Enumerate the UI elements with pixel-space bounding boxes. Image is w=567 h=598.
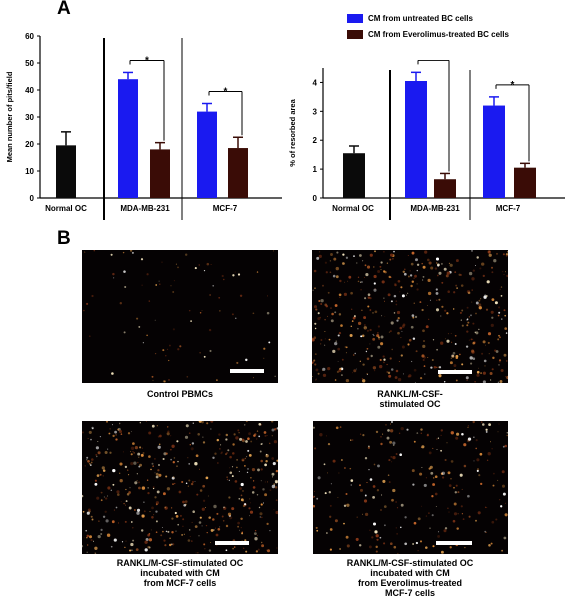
legend-label-everolimus: CM from Everolimus-treated BC cells [368,30,509,39]
y-tick-label: 1 [313,165,318,174]
caption-rankl-stimulated-oc: RANKL/M-CSF- stimulated OC [377,389,443,409]
micrograph-cm-everolimus-mcf7-image [313,421,508,554]
micrograph-rankl-stimulated-oc [312,250,508,383]
significance-marker: * [511,80,515,91]
bar [228,148,248,198]
y-tick-label: 0 [313,194,318,203]
micrograph-speckles [312,250,508,383]
scale-bar [215,541,249,545]
y-axis-title: Mean number of pits/field [5,71,14,162]
micrograph-cm-mcf7 [82,421,278,554]
x-group-label: Normal OC [45,204,87,213]
x-group-label: Normal OC [332,204,374,213]
legend-item-everolimus: CM from Everolimus-treated BC cells [347,30,509,39]
resorbed-area-chart: 0 1 2 3 4 % of resorbed area Normal OC * MDA-MB-… [288,60,565,220]
y-tick-label: 4 [313,78,318,87]
micrograph-speckles [83,250,276,383]
micrograph-control-pbmcs-image [83,250,276,383]
y-axis-title: % of resorbed area [288,98,297,166]
scale-bar [230,369,264,373]
y-tick-label: 0 [30,194,35,203]
bar [118,79,138,198]
y-tick-label: 30 [25,113,34,122]
legend-item-untreated: CM from untreated BC cells [347,14,473,23]
legend-swatch-untreated [347,14,363,23]
significance-marker: * [224,87,228,98]
y-tick-label: 2 [313,136,318,145]
micrograph-rankl-stimulated-oc-image [312,250,508,383]
scale-bar [438,370,472,374]
y-tick-label: 40 [25,86,34,95]
significance-marker: * [145,55,149,66]
bar [483,105,505,198]
caption-cm-mcf7: RANKL/M-CSF-stimulated OC incubated with… [116,558,244,588]
legend-label-untreated: CM from untreated BC cells [368,14,473,23]
panel-b-label: B [57,228,71,249]
bar [150,149,170,198]
micrograph-cm-mcf7-image [82,421,278,554]
caption-control-pbmcs: Control PBMCs [147,389,213,399]
scale-bar [436,541,472,545]
bar [56,145,76,198]
x-group-label: MDA-MB-231 [120,204,170,213]
bar [343,153,365,198]
bar [197,111,217,198]
caption-cm-everolimus-mcf7: RANKL/M-CSF-stimulated OC incubated with… [346,558,474,598]
bar [434,179,456,198]
micrograph-cm-everolimus-mcf7 [313,421,508,554]
bar [405,81,427,198]
y-tick-label: 3 [313,107,318,116]
y-tick-label: 60 [25,32,34,41]
bar [514,167,536,198]
x-group-label: MDA-MB-231 [410,204,460,213]
y-tick-label: 50 [25,59,34,68]
x-group-label: MCF-7 [213,204,238,213]
legend-swatch-everolimus [347,30,363,39]
pits-per-field-chart: 0 10 20 30 40 50 60 Mean number of pits/field No… [5,32,282,220]
micrograph-speckles [82,421,278,554]
micrograph-speckles [313,421,508,554]
panel-a-label: A [57,0,71,19]
y-tick-label: 20 [25,140,34,149]
significance-marker: * [432,60,436,66]
y-tick-label: 10 [25,167,34,176]
micrograph-control-pbmcs [82,250,278,383]
x-group-label: MCF-7 [496,204,521,213]
